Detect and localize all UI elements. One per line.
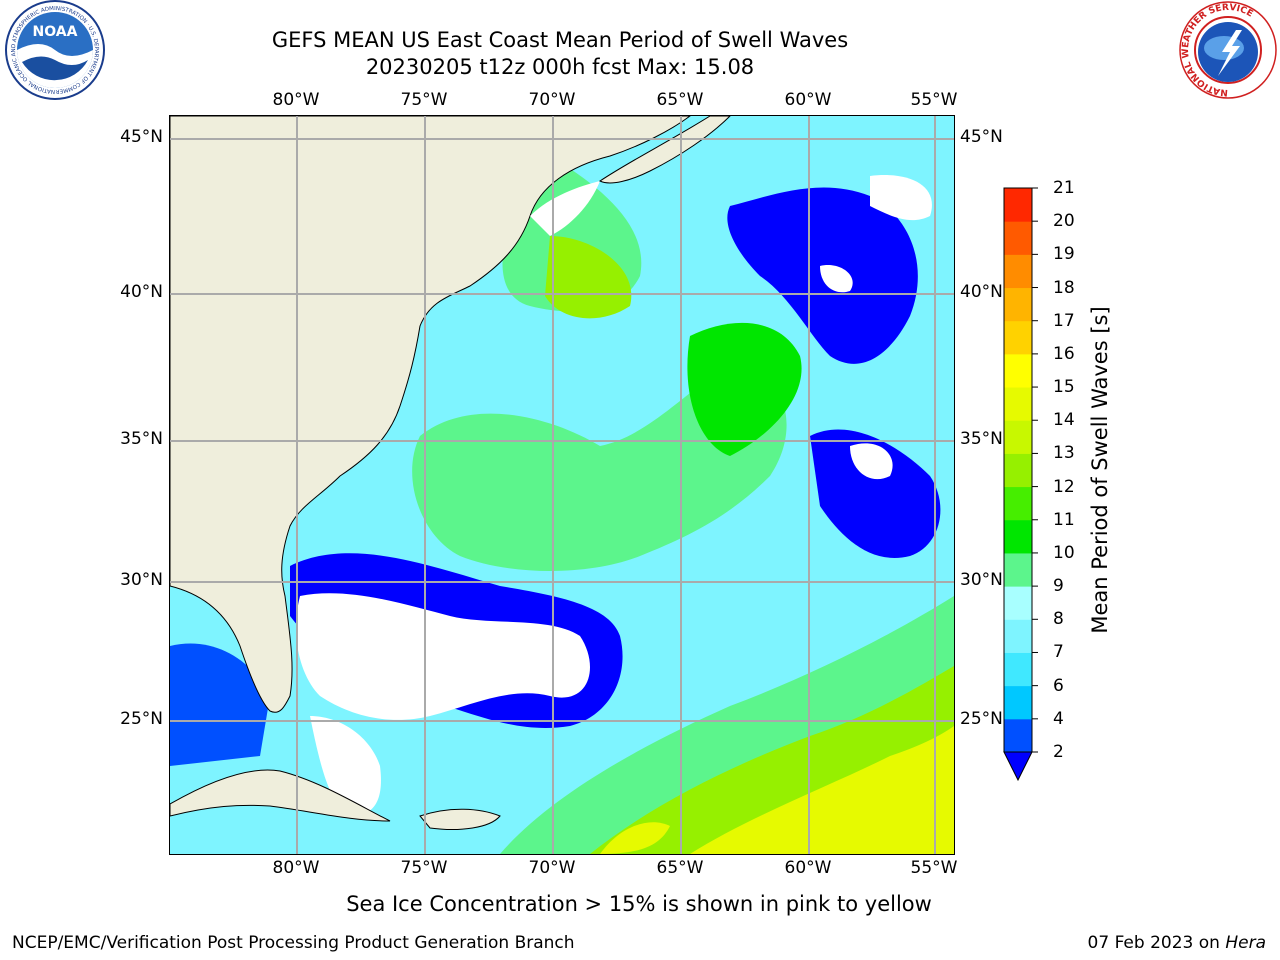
colorbar-tick-label: 21 [1053,178,1075,198]
lat-tick-right: 40°N [960,282,1003,302]
lon-tick-bottom: 80°W [272,858,320,878]
graticule [170,116,954,854]
land-north-america [169,115,692,713]
colorbar-band [1004,486,1032,521]
colorbar-tick-label: 17 [1053,310,1075,331]
masked-region [870,175,932,221]
colorbar-tick-label: 9 [1053,576,1064,597]
chart-subtitle: 20230205 t12z 000h fcst Max: 15.08 [365,55,755,79]
lon-tick-bottom: 65°W [656,858,704,878]
colorbar-band [1004,619,1032,653]
swell-zone-14s-south [690,726,954,854]
chart-title: GEFS MEAN US East Coast Mean Period of S… [271,28,849,52]
lat-tick-left: 45°N [120,127,163,147]
colorbar-tick-label: 10 [1053,542,1075,563]
colorbar-band [1004,552,1032,587]
colorbar-band [1004,353,1032,388]
colorbar-band [1004,685,1032,720]
colorbar-band [1004,586,1032,620]
sea-ice-caption: Sea Ice Concentration > 15% is shown in … [346,892,932,916]
lon-tick-top: 80°W [272,90,320,110]
footer-date: 07 Feb 2023 on Hera [1087,933,1266,953]
noaa-logo: NOAA NATIONAL OCEANIC AND ATMOSPHERIC AD… [0,0,110,102]
colorbar [1000,186,1040,786]
land-cuba [169,769,391,822]
colorbar-ticks: 2 4 6 7 8 9 10 11 12 13 14 15 16 17 18 19 20 21 [1053,178,1113,770]
lon-tick-bottom: 60°W [784,858,832,878]
lon-tick-top: 60°W [784,90,832,110]
colorbar-band [1004,453,1032,488]
colorbar-graphic [1003,187,1038,782]
colorbar-tick-label: 2 [1053,742,1064,762]
colorbar-band [1004,519,1032,554]
colorbar-band [1004,254,1032,289]
colorbar-tick-label: 20 [1053,211,1075,232]
colorbar-tick-label: 19 [1053,244,1075,265]
swell-zone-low-east [810,429,941,558]
footer-credit: NCEP/EMC/Verification Post Processing Pr… [12,933,575,953]
lat-tick-right: 45°N [960,127,1003,147]
colorbar-band [1004,387,1032,421]
colorbar-tick-label: 11 [1053,509,1075,530]
colorbar-tick-label: 12 [1053,476,1075,497]
lat-tick-left: 25°N [120,709,163,729]
colorbar-tick-label: 16 [1053,343,1075,364]
colorbar-tick-label: 4 [1053,708,1064,729]
swell-zone-12s [545,236,632,319]
colorbar-outline [1003,187,1033,753]
swell-zone-low-gulf [170,643,270,766]
lon-tick-top: 75°W [400,90,448,110]
colorbar-tick-label: 7 [1053,642,1064,663]
colorbar-tick-label: 14 [1053,410,1075,431]
lat-tick-right: 30°N [960,570,1003,590]
lon-tick-bottom: 75°W [400,858,448,878]
colorbar-tick-label: 13 [1053,443,1075,464]
land-hispaniola [419,808,501,830]
lon-tick-bottom: 55°W [910,858,958,878]
colorbar-band [1004,652,1032,687]
lon-tick-top: 70°W [528,90,576,110]
colorbar-band [1004,718,1032,753]
masked-region-bahamas [310,716,381,816]
colorbar-band [1004,287,1032,322]
colorbar-extend-arrow [1003,751,1033,782]
lat-tick-left: 30°N [120,570,163,590]
nws-logo: NATIONAL WEATHER SERVICE [1178,0,1278,100]
swell-period-map [169,115,954,854]
map-panel[interactable] [169,115,955,855]
lon-tick-top: 55°W [910,90,958,110]
colorbar-band [1004,420,1032,454]
masked-region [296,593,590,720]
land-nova-scotia [599,115,732,184]
footer-host: Hera [1225,933,1266,953]
swell-zone-10s [687,322,802,456]
colorbar-tick-label: 18 [1053,277,1075,298]
masked-region [820,265,853,293]
noaa-logo-text: NOAA [33,24,78,40]
masked-region [850,443,893,480]
swell-zone-9s [412,364,787,571]
colorbar-band [1004,221,1032,255]
lat-tick-right: 25°N [960,709,1003,729]
colorbar-tick-label: 15 [1053,377,1075,398]
colorbar-band [1004,188,1032,222]
lat-tick-left: 40°N [120,282,163,302]
lat-tick-right: 35°N [960,429,1003,449]
swell-zone-14s-south [600,822,670,854]
colorbar-tick-label: 8 [1053,609,1064,630]
lon-tick-top: 65°W [656,90,704,110]
lat-tick-left: 35°N [120,429,163,449]
colorbar-band [1004,320,1032,355]
lon-tick-bottom: 70°W [528,858,576,878]
masked-region-coast [530,181,600,236]
colorbar-tick-label: 6 [1053,675,1064,696]
